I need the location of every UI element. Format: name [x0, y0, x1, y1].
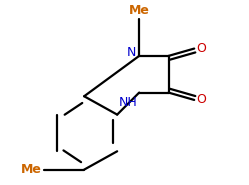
Text: Me: Me — [129, 4, 150, 17]
Text: Me: Me — [21, 163, 42, 176]
Text: O: O — [196, 93, 206, 106]
Text: N: N — [127, 46, 136, 59]
Text: O: O — [196, 42, 206, 55]
Text: NH: NH — [119, 96, 137, 109]
